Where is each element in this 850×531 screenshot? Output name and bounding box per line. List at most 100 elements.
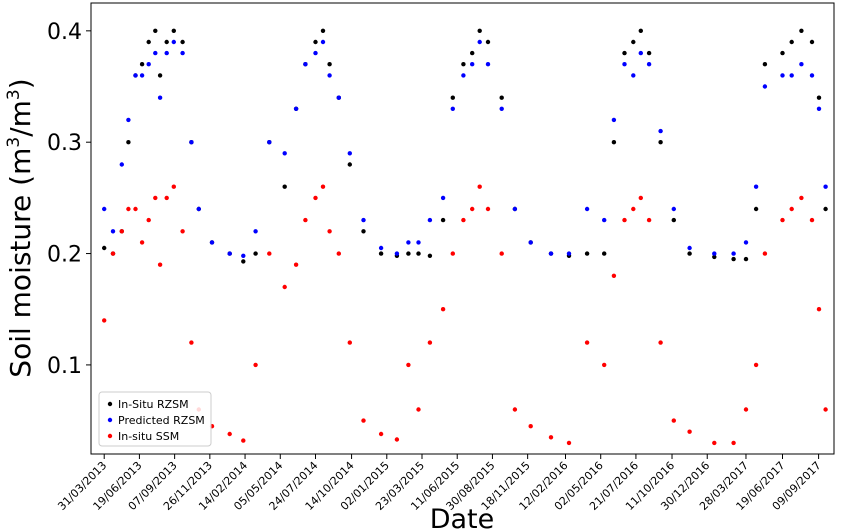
data-point [347,340,352,345]
data-point [816,95,822,100]
data-point [622,61,627,67]
data-point [731,440,736,446]
data-point [499,106,504,112]
data-point [712,251,717,256]
data-point [584,251,590,256]
data-point [126,206,131,212]
data-point [809,39,815,45]
data-point [164,195,169,201]
y-tick-label: 0.4 [47,20,82,45]
data-point [139,240,145,245]
data-point [470,61,475,67]
data-point [638,195,643,201]
data-point [743,407,749,412]
data-point [102,245,107,251]
data-point [646,61,652,67]
data-point [157,73,163,78]
data-point [477,184,482,189]
data-point [313,50,318,56]
data-point [731,251,736,256]
data-point [499,95,504,100]
data-point [253,229,258,234]
data-point [823,184,828,189]
data-point [762,84,768,89]
data-point [816,106,822,112]
data-point [470,206,475,212]
data-point [378,431,384,437]
data-point [799,195,804,201]
data-point [548,251,554,256]
data-point [485,61,491,67]
data-point [293,262,299,267]
data-point [528,424,533,429]
y-axis: 0.1 0.2 0.3 0.4 [47,20,91,379]
data-point [461,61,466,67]
data-point [584,340,590,345]
data-point [646,50,652,56]
data-point [313,39,318,45]
data-point [133,206,138,212]
data-point [180,50,185,56]
data-point [313,195,318,201]
data-point [440,195,446,201]
data-point [267,251,272,256]
data-point [799,61,804,67]
data-point [631,39,636,45]
data-point [253,251,258,256]
data-point [133,73,138,78]
data-point [743,240,749,245]
y-axis-label-sup1: 3 [4,137,24,148]
data-point [638,50,643,56]
data-point [282,151,287,156]
data-point [416,251,421,256]
data-point [361,217,366,223]
data-point [450,106,455,112]
data-point [566,440,572,446]
data-point [146,217,151,223]
data-point [631,73,636,78]
data-point [687,245,692,251]
data-point [303,217,308,223]
data-point [241,253,246,258]
data-point [622,217,627,223]
data-point [336,95,341,100]
data-point [450,95,455,100]
data-point [327,73,332,78]
data-point [119,229,125,234]
data-point [548,435,554,440]
data-point [126,117,131,123]
data-point [282,284,287,290]
legend-marker-predicted-rzsm [107,417,113,423]
data-point [809,217,815,223]
data-point [416,240,421,245]
data-point [658,128,663,134]
y-tick-label: 0.2 [47,243,82,268]
data-point [780,217,785,223]
data-point [611,117,617,123]
legend: In-Situ RZSM Predicted RZSM In-situ SSM [98,391,212,447]
data-point [780,50,785,56]
data-point [209,240,215,245]
y-axis-label: Soil moisture (m3/m3) [4,78,37,377]
data-point [731,256,736,262]
data-point [789,206,794,212]
data-point [477,28,482,33]
data-point [282,184,287,189]
data-point [753,184,759,189]
data-point [485,39,491,45]
data-point [602,251,607,256]
data-point [622,50,627,56]
data-point [416,407,421,412]
legend-marker-in-situ-rzsm [107,401,113,407]
data-point [102,206,107,212]
data-point [687,251,692,256]
data-point [171,39,176,45]
data-point [126,140,131,145]
data-point [658,140,663,145]
data-point [427,340,433,345]
data-point [110,251,116,256]
data-point [712,440,717,446]
data-point [461,73,466,78]
data-point [440,217,446,223]
data-point [164,50,169,56]
